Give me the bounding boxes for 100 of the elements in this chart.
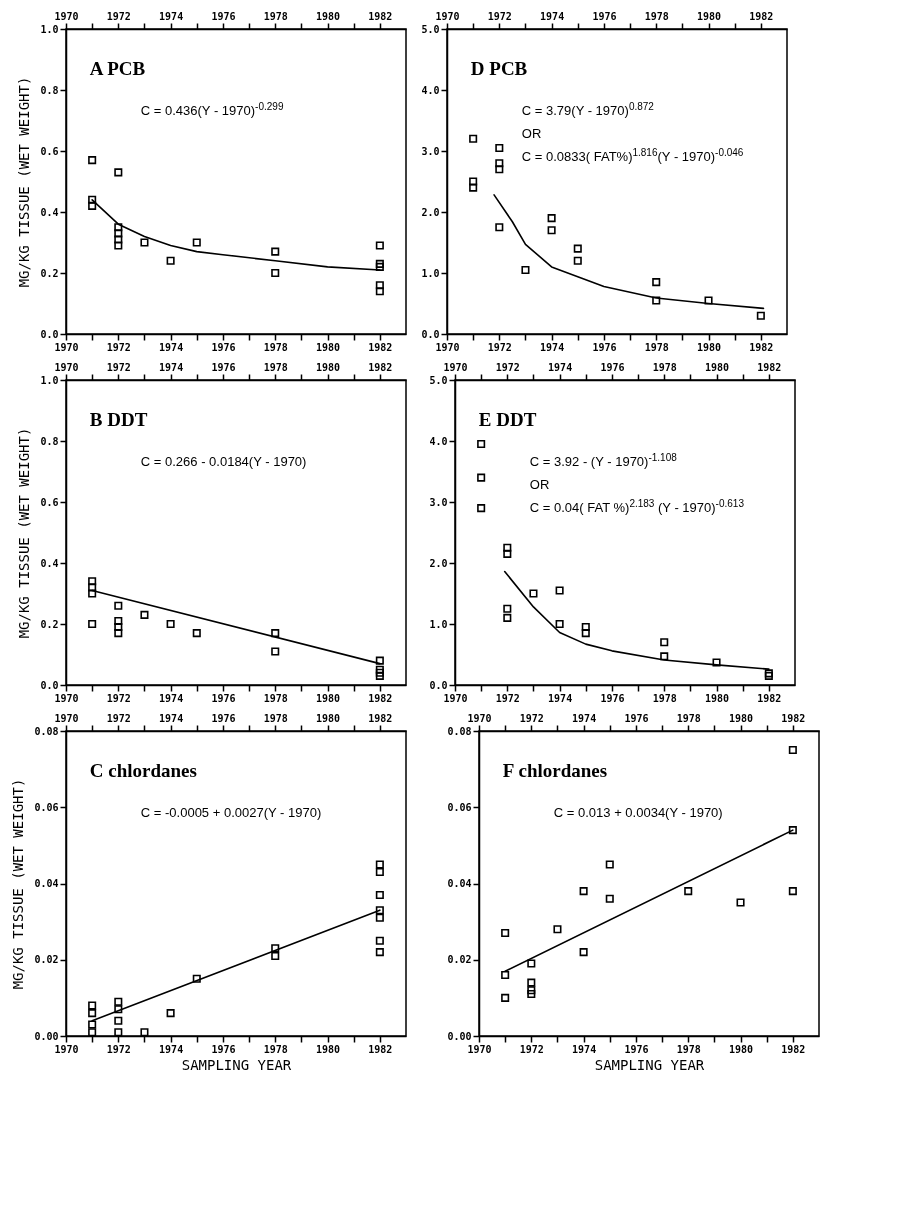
y-tick-label: 0.0 [421, 328, 440, 340]
point [88, 619, 97, 629]
x2-tick-label: 1974 [540, 10, 565, 22]
point [140, 1028, 149, 1037]
x2-tick-label: 1980 [315, 10, 341, 22]
x2-tick-label: 1982 [368, 10, 393, 22]
point [140, 238, 149, 247]
point [114, 616, 123, 625]
x2-tick-label: 1976 [624, 712, 649, 724]
point [88, 577, 97, 586]
y-tick-label: 0.02 [447, 954, 472, 966]
point [503, 549, 512, 558]
y-tick-label: 4.0 [429, 435, 448, 447]
annotation: C = 0.0833( FAT%)$^{1.816}$(Y - 1970)$^{-0.046}$ [521, 146, 744, 165]
x-tick-label: 1978 [263, 1043, 288, 1055]
x-tick-label: 1982 [368, 341, 393, 353]
x-tick-label: 1980 [315, 341, 341, 353]
point [375, 259, 384, 268]
point [375, 241, 384, 250]
point [88, 1001, 97, 1010]
point [271, 247, 280, 256]
x2-tick-label: 1970 [467, 712, 492, 724]
y-tick-label: 0.6 [40, 496, 59, 508]
x-tick-label: 1970 [435, 341, 460, 353]
point [527, 978, 536, 987]
x2-tick-label: 1980 [728, 712, 754, 724]
point [114, 1016, 123, 1025]
y-tick-label: 0.2 [40, 618, 59, 630]
point [581, 629, 590, 638]
point [547, 226, 556, 235]
line-series [493, 194, 765, 310]
x2-tick-label: 1970 [54, 712, 79, 724]
y-tick-label: 0.0 [40, 679, 59, 691]
annotation: OR [521, 126, 542, 142]
point [579, 887, 588, 896]
x-tick-label: 1976 [592, 341, 617, 353]
x2-tick-label: 1982 [368, 712, 393, 724]
point [166, 619, 175, 629]
x-tick-label: 1982 [368, 1043, 393, 1055]
x-tick-label: 1972 [519, 1043, 544, 1055]
annotation: C = 0.266 - 0.0184(Y - 1970) [140, 454, 307, 470]
x-tick-label: 1978 [263, 692, 288, 704]
point [88, 1020, 97, 1029]
point [495, 223, 504, 232]
point [375, 906, 384, 915]
x-tick-label: 1982 [781, 1043, 806, 1055]
point [375, 281, 384, 290]
point [495, 143, 504, 152]
y-tick-label: 0.00 [34, 1030, 59, 1042]
point [495, 159, 504, 168]
x-tick-label: 1970 [467, 1043, 492, 1055]
text: B DDT [89, 408, 148, 430]
x-tick-label: 1978 [644, 341, 669, 353]
x2-tick-label: 1970 [54, 10, 79, 22]
y-tick-label: 0.04 [34, 878, 59, 889]
x2-tick-label: 1972 [519, 712, 544, 724]
x-tick-label: 1974 [540, 341, 565, 353]
point [192, 238, 201, 247]
x2-tick-label: 1976 [211, 10, 236, 22]
x2-tick-label: 1974 [159, 712, 184, 724]
point [271, 951, 280, 960]
x2-tick-label: 1970 [435, 10, 460, 22]
point [114, 1005, 123, 1014]
point [605, 860, 614, 869]
point [503, 613, 512, 622]
point [527, 959, 536, 968]
annotation: C = 0.436(Y - 1970)$^{-0.299}$ [140, 100, 284, 119]
y-tick-label: 0.04 [447, 878, 472, 889]
point [271, 647, 280, 656]
y-tick-label: 3.0 [421, 145, 440, 157]
y-tick-label: 1.0 [421, 267, 440, 279]
annotation: C = 3.92 - (Y - 1970)$^{-1.108}$ [529, 451, 678, 470]
point [553, 925, 562, 934]
x-tick-label: 1974 [159, 341, 184, 353]
point [660, 638, 669, 647]
text: E DDT [478, 408, 537, 430]
x2-tick-label: 1980 [315, 712, 341, 724]
x-tick-label: 1974 [159, 692, 184, 704]
x-tick-label: 1982 [749, 341, 774, 353]
point [114, 235, 123, 244]
y-tick-label: 0.2 [40, 267, 59, 279]
point [192, 974, 201, 983]
x2-tick-label: 1982 [757, 361, 782, 373]
point [788, 746, 797, 755]
point [88, 589, 97, 598]
y-tick-label: 0.4 [40, 206, 59, 218]
point [495, 165, 504, 174]
point [503, 543, 512, 552]
point [581, 623, 590, 632]
x-tick-label: 1972 [487, 341, 512, 353]
x-tick-label: 1982 [368, 692, 393, 704]
x2-tick-label: 1980 [704, 361, 730, 373]
y-tick-label: 1.0 [40, 23, 59, 35]
x-tick-label: 1970 [54, 1043, 79, 1055]
text: C chlordanes [89, 759, 197, 781]
x2-tick-label: 1982 [749, 10, 774, 22]
y-tick-label: 0.6 [40, 145, 59, 157]
point [114, 629, 123, 638]
x-tick-label: 1976 [211, 341, 236, 353]
point [555, 619, 564, 629]
